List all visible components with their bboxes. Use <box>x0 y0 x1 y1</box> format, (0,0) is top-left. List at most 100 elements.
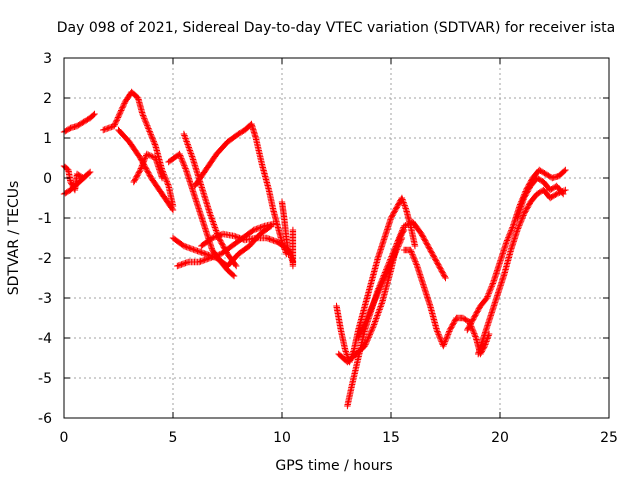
data-point <box>140 159 147 166</box>
data-point <box>412 259 420 267</box>
data-point <box>374 310 382 318</box>
data-point <box>181 133 189 141</box>
plot-frame <box>63 57 610 419</box>
data-point <box>525 186 532 194</box>
data-point <box>420 234 427 242</box>
x-tick-label: 5 <box>169 430 178 446</box>
data-point <box>355 333 363 340</box>
data-point <box>369 324 377 331</box>
data-point <box>362 317 369 325</box>
data-point <box>506 231 513 238</box>
data-point <box>356 331 363 339</box>
data-point <box>523 189 531 196</box>
data-point <box>185 144 193 151</box>
data-point <box>471 330 478 337</box>
data-point <box>116 110 124 117</box>
data-point <box>367 328 375 335</box>
data-point <box>523 205 531 212</box>
data-point <box>524 204 531 211</box>
data-point <box>377 301 385 309</box>
data-point <box>372 294 379 302</box>
data-point <box>375 309 382 316</box>
data-point <box>82 172 89 180</box>
data-point <box>211 224 219 231</box>
data-point <box>441 339 448 347</box>
data-point <box>400 228 407 235</box>
data-point <box>145 151 152 158</box>
data-point <box>422 238 430 246</box>
data-point <box>364 313 371 320</box>
data-point <box>378 300 385 307</box>
data-point <box>427 248 435 255</box>
data-point <box>113 117 120 124</box>
y-tick-label: -1 <box>38 211 52 227</box>
data-point <box>468 318 475 326</box>
data-point <box>363 314 371 322</box>
data-point <box>367 306 374 313</box>
data-point <box>181 162 188 169</box>
data-point <box>90 111 97 119</box>
data-point <box>489 281 496 289</box>
data-point <box>509 224 516 231</box>
data-point <box>357 329 364 336</box>
data-point <box>507 228 514 236</box>
data-point <box>111 121 118 128</box>
data-point <box>437 265 444 272</box>
data-point <box>443 334 451 341</box>
data-point <box>521 193 528 200</box>
data-point <box>375 289 382 296</box>
data-point <box>487 286 494 293</box>
data-point <box>184 141 191 148</box>
data-point <box>378 280 386 287</box>
data-point <box>360 321 368 329</box>
data-point <box>373 313 381 321</box>
data-point <box>395 241 402 249</box>
data-point <box>219 241 226 248</box>
data-point <box>151 139 158 147</box>
data-point <box>118 105 126 113</box>
data-point <box>140 113 147 121</box>
data-point <box>210 221 218 228</box>
data-point <box>409 252 417 260</box>
data-point <box>432 257 440 264</box>
series-arc-p <box>335 218 449 366</box>
data-point <box>435 332 443 340</box>
data-point <box>356 330 364 337</box>
x-tick-label: 25 <box>600 430 618 446</box>
data-point <box>150 138 157 145</box>
data-point <box>146 172 153 179</box>
data-point <box>139 160 146 168</box>
data-point <box>359 324 366 332</box>
data-point <box>505 232 513 240</box>
data-point <box>525 202 532 210</box>
data-point <box>425 244 432 251</box>
data-point <box>149 153 156 160</box>
y-tick-label: -4 <box>38 331 52 347</box>
data-point <box>180 160 187 168</box>
data-point <box>374 312 381 319</box>
data-point <box>408 248 415 255</box>
data-point <box>378 281 385 289</box>
y-tick-label: 2 <box>43 91 52 107</box>
data-point <box>119 104 126 111</box>
data-point <box>147 129 154 137</box>
data-point <box>472 333 479 340</box>
data-point <box>514 226 521 234</box>
data-point <box>424 241 431 248</box>
data-point <box>464 326 471 334</box>
data-point <box>421 236 428 243</box>
data-point <box>421 237 429 244</box>
data-point <box>411 242 419 250</box>
data-point <box>469 327 477 334</box>
data-point <box>515 223 522 231</box>
data-point <box>525 201 533 208</box>
x-axis-label: GPS time / hours <box>275 458 392 474</box>
data-point <box>366 331 374 338</box>
data-point <box>147 131 155 138</box>
data-point <box>393 204 401 211</box>
data-point <box>433 258 440 266</box>
data-point <box>472 312 479 319</box>
data-point <box>394 244 401 252</box>
data-point <box>562 186 569 194</box>
data-point <box>435 261 442 268</box>
